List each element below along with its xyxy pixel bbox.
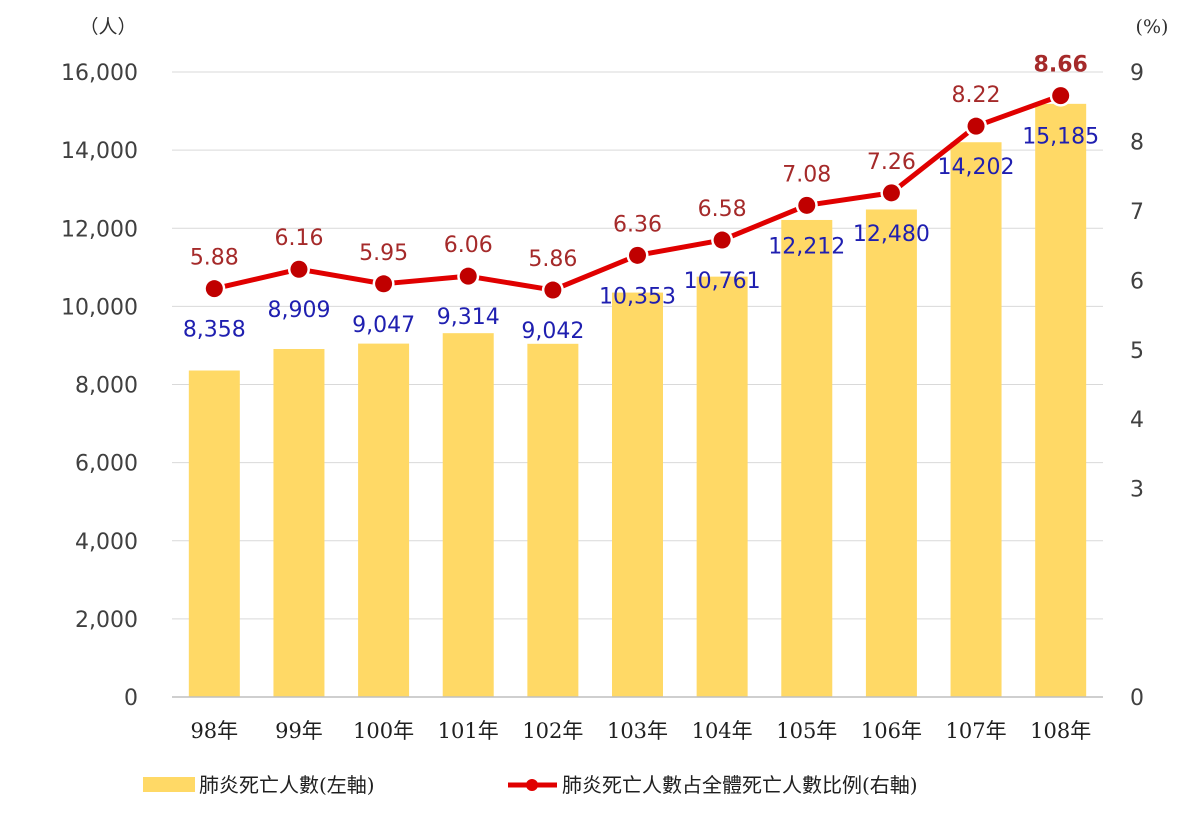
percent-data-label: 5.88 [190,246,239,271]
left-axis-tick-label: 12,000 [61,217,138,242]
bar [442,333,494,697]
right-axis-tick-label: 3 [1130,478,1144,503]
count-data-label: 9,042 [521,319,584,344]
left-axis-tick-label: 6,000 [75,452,138,477]
percent-data-label: 5.86 [528,247,577,272]
percent-data-label: 6.06 [444,233,493,258]
percent-data-label: 7.08 [782,162,831,187]
left-axis-tick-label: 8,000 [75,374,138,399]
legend-bar-label: 肺炎死亡人數(左軸) [199,773,375,797]
left-axis-tick-label: 14,000 [61,139,138,164]
count-data-label: 8,358 [183,318,246,343]
count-data-label: 9,047 [352,313,415,338]
left-axis-tick-label: 16,000 [61,61,138,86]
line-marker [967,117,985,135]
percent-data-label: 7.26 [867,150,916,175]
bar [1035,103,1087,697]
bar [612,292,663,697]
x-axis-tick-label: 107年 [945,719,1006,743]
count-data-label: 8,909 [267,298,330,323]
line-marker [1052,87,1070,105]
x-axis-tick-label: 99年 [275,719,323,743]
count-data-label: 14,202 [938,155,1015,180]
count-data-label: 12,212 [768,234,845,259]
x-axis-tick-label: 98年 [190,719,238,743]
x-axis-tick-label: 102年 [522,719,583,743]
x-axis-tick-label: 103年 [607,719,668,743]
line-marker [290,260,308,278]
legend-line-label: 肺炎死亡人數占全體死亡人數比例(右軸) [562,773,918,797]
percent-data-label: 6.58 [698,197,747,222]
left-axis-tick-label: 4,000 [75,530,138,555]
bar [865,209,917,697]
line-marker [205,280,223,298]
count-data-label: 10,353 [599,284,676,309]
bars-series [188,103,1087,697]
bar [696,276,748,697]
right-axis-tick-label: 7 [1130,200,1144,225]
legend-bar-swatch [143,777,195,792]
line-series [203,84,1072,302]
legend: 肺炎死亡人數(左軸) 肺炎死亡人數占全體死亡人數比例(右軸) [143,773,918,797]
left-axis-unit: （人） [79,16,136,38]
data-labels: 5.88 8,358 6.16 8,909 5.95 9,047 6.06 9,314 5.86… [183,53,1099,344]
percent-data-label: 6.36 [613,212,662,237]
axes: 0 2,000 4,000 6,000 8,000 10,000 12,000 14,000 1… [61,61,1144,743]
bar [950,142,1002,697]
right-axis-tick-label: 4 [1130,408,1144,433]
x-axis-tick-label: 100年 [353,719,414,743]
bar [781,219,833,697]
right-axis-tick-label: 0 [1130,686,1144,711]
bar [527,343,579,697]
x-axis-tick-label: 108年 [1030,719,1091,743]
percent-data-label: 5.95 [359,241,408,266]
line-marker [459,267,477,285]
count-data-label: 10,761 [684,269,761,294]
count-data-label: 12,480 [853,222,930,247]
left-axis-tick-label: 0 [124,686,138,711]
percent-data-label: 8.22 [952,83,1001,108]
left-axis-tick-label: 10,000 [61,295,138,320]
line-marker [375,275,393,293]
right-axis-tick-label: 6 [1130,269,1144,294]
line-marker [713,231,731,249]
percent-data-label: 8.66 [1034,53,1088,78]
count-data-label: 15,185 [1022,125,1099,150]
line-marker [544,281,562,299]
line-marker [629,246,646,264]
line-marker [798,196,816,214]
x-axis-tick-label: 105年 [776,719,837,743]
x-axis-tick-label: 106年 [861,719,922,743]
right-axis-tick-label: 8 [1130,130,1144,155]
count-data-label: 9,314 [437,305,500,330]
right-axis-unit: (%) [1136,16,1169,38]
bar [188,370,240,697]
left-axis-tick-label: 2,000 [75,608,138,633]
percent-data-label: 6.16 [274,226,323,251]
x-axis-tick-label: 104年 [692,719,753,743]
right-axis-tick-label: 9 [1130,61,1144,86]
line-marker [882,184,900,202]
bar [273,348,325,697]
right-axis-tick-label: 5 [1130,339,1144,364]
bar [358,343,410,697]
legend-line-marker [526,779,538,791]
x-axis-tick-label: 101年 [438,719,499,743]
